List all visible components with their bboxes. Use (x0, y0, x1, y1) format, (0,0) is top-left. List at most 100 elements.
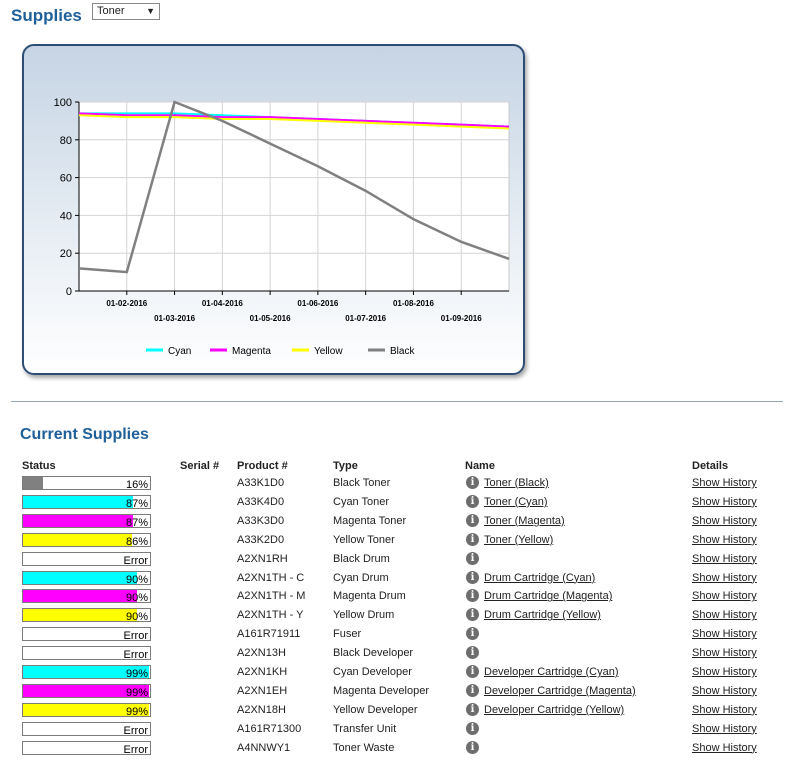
show-history-link[interactable]: Show History (692, 590, 757, 603)
info-icon[interactable]: i (466, 721, 479, 735)
header-details: Details (692, 460, 729, 472)
supply-type: Yellow Developer (333, 703, 418, 716)
supply-name-link[interactable]: Toner (Yellow) (484, 533, 554, 546)
product-number: A33K3D0 (237, 514, 285, 527)
table-row: 99% A2XN18H Yellow Developer i Developer Car… (0, 701, 800, 719)
status-bar-fill (23, 495, 134, 508)
info-icon[interactable]: i (466, 570, 479, 584)
x-tick-label: 01-03-2016 (154, 314, 195, 323)
product-number: A2XN18H (237, 703, 286, 716)
show-history-link[interactable]: Show History (692, 533, 757, 546)
table-row: 16% A33K1D0 Black Toner i Toner (Black) Show … (0, 474, 800, 492)
supply-name-link[interactable]: Drum Cartridge (Magenta) (484, 590, 613, 603)
show-history-link[interactable]: Show History (692, 722, 757, 735)
status-label: Error (123, 554, 148, 567)
show-history-link[interactable]: Show History (692, 571, 757, 584)
status-bar-fill (23, 533, 133, 546)
status-bar: 90% (22, 608, 151, 623)
y-tick-label: 60 (60, 173, 72, 185)
supply-name-link[interactable]: Toner (Magenta) (484, 514, 565, 527)
product-number: A2XN1KH (237, 666, 288, 678)
info-icon[interactable]: i (466, 665, 479, 678)
supply-type: Magenta Developer (333, 684, 430, 697)
product-number: A33K1D0 (237, 477, 285, 489)
status-bar-fill (23, 571, 138, 584)
info-icon[interactable]: i (466, 702, 479, 716)
supply-type: Black Developer (333, 647, 414, 660)
product-number: A2XN13H (237, 647, 286, 660)
status-label: Error (123, 724, 148, 737)
info-icon[interactable]: i (466, 476, 479, 489)
legend-label: Magenta (232, 346, 271, 357)
supply-name-link[interactable]: Toner (Black) (484, 477, 549, 489)
info-icon[interactable]: i (466, 551, 479, 565)
status-bar: Error (22, 646, 151, 662)
product-number: A2XN1TH - C (237, 571, 305, 584)
show-history-link[interactable]: Show History (692, 514, 757, 527)
show-history-link[interactable]: Show History (692, 495, 757, 508)
product-number: A2XN1TH - Y (237, 609, 304, 622)
legend-label: Yellow (314, 346, 343, 357)
status-bar: 90% (22, 570, 151, 586)
product-number: A4NNWY1 (237, 741, 291, 754)
dropdown-arrow-icon: ▼ (146, 6, 155, 16)
product-number: A33K4D0 (237, 495, 285, 508)
table-row: 90% A2XN1TH - C Cyan Drum i Drum Cartridge (… (0, 569, 800, 587)
info-icon[interactable]: i (466, 589, 479, 603)
info-icon[interactable]: i (466, 646, 479, 660)
supply-name-link[interactable]: Developer Cartridge (Cyan) (484, 666, 619, 678)
show-history-link[interactable]: Show History (692, 628, 757, 641)
table-row: Error A4NNWY1 Toner Waste i Show History (0, 739, 800, 757)
table-row: Error A161R71911 Fuser i Show History (0, 625, 800, 643)
supply-type: Yellow Drum (333, 609, 395, 622)
info-icon[interactable]: i (466, 513, 479, 527)
info-icon[interactable]: i (466, 608, 479, 622)
x-tick-label: 01-04-2016 (202, 299, 243, 308)
info-icon[interactable]: i (466, 494, 479, 508)
supplies-chart: 0 20 40 60 80 100 01-02-2016 01-03-2016 01-04-20… (54, 97, 510, 357)
supply-name-link[interactable]: Drum Cartridge (Yellow) (484, 609, 601, 622)
status-bar: Error (22, 721, 151, 737)
show-history-link[interactable]: Show History (692, 666, 757, 678)
supply-name-link[interactable]: Toner (Cyan) (484, 495, 548, 508)
status-label: 90% (125, 592, 148, 605)
product-number: A161R71300 (237, 722, 302, 735)
table-row: 86% A33K2D0 Yellow Toner i Toner (Yellow) Sho… (0, 531, 800, 549)
header-name: Name (465, 460, 495, 472)
status-label: Error (123, 649, 148, 662)
table-row: 90% A2XN1TH - M Magenta Drum i Drum Cartridg… (0, 587, 800, 605)
status-bar-fill (23, 514, 134, 527)
show-history-link[interactable]: Show History (692, 703, 757, 716)
x-tick-label: 01-05-2016 (250, 314, 291, 323)
supply-name-link[interactable]: Drum Cartridge (Cyan) (484, 571, 596, 584)
show-history-link[interactable]: Show History (692, 684, 757, 697)
header-type: Type (333, 460, 358, 472)
supply-type: Cyan Developer (333, 666, 412, 678)
header-status: Status (22, 460, 56, 472)
supply-type: Magenta Drum (333, 590, 406, 603)
y-tick-label: 80 (60, 135, 72, 147)
status-label: 87% (125, 516, 148, 529)
show-history-link[interactable]: Show History (692, 647, 757, 660)
supply-name-link[interactable]: Developer Cartridge (Yellow) (484, 703, 625, 716)
status-bar: 99% (22, 702, 151, 718)
current-supplies-title: Current Supplies (20, 426, 149, 443)
supply-type-select[interactable]: Toner ▼ (92, 3, 160, 20)
show-history-link[interactable]: Show History (692, 741, 757, 754)
show-history-link[interactable]: Show History (692, 552, 757, 565)
info-icon[interactable]: i (466, 683, 479, 697)
info-icon[interactable]: i (466, 627, 479, 641)
show-history-link[interactable]: Show History (692, 477, 757, 489)
x-tick-label: 01-08-2016 (393, 299, 434, 308)
status-label: 99% (125, 705, 148, 718)
status-label: Error (123, 743, 148, 756)
info-icon[interactable]: i (466, 532, 479, 546)
header-serial: Serial # (180, 460, 220, 472)
status-label: 16% (125, 479, 148, 491)
supply-name-link[interactable]: Developer Cartridge (Magenta) (484, 684, 636, 697)
table-row: 90% A2XN1TH - Y Yellow Drum i Drum Cartridge… (0, 606, 800, 624)
show-history-link[interactable]: Show History (692, 609, 757, 622)
info-icon[interactable]: i (466, 740, 479, 754)
supply-type: Black Drum (333, 552, 390, 565)
plot-area (78, 101, 510, 292)
